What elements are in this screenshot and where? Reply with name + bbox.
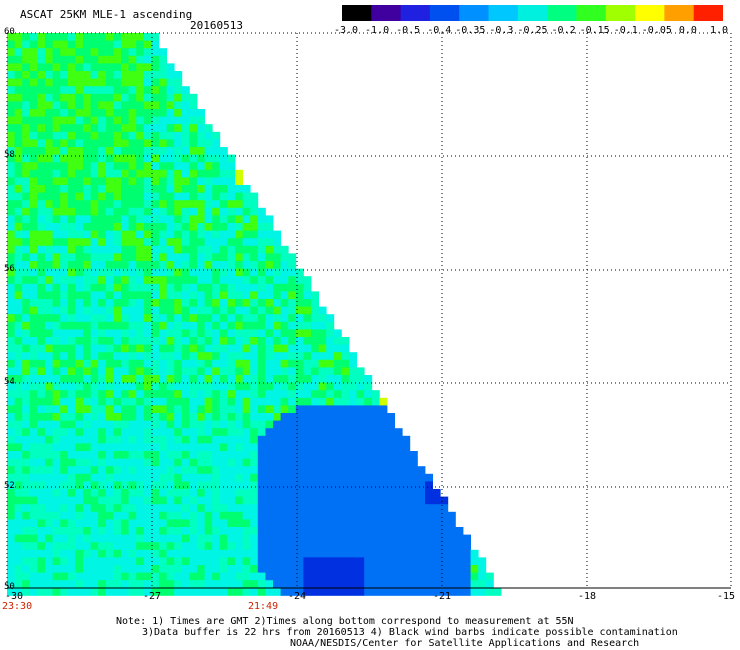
longitude-label: -27: [142, 591, 162, 602]
time-label-start: 23:30: [2, 601, 33, 612]
map-title: ASCAT 25KM MLE-1 ascending: [20, 8, 193, 21]
color-scale-label: -0.05: [641, 25, 672, 36]
color-scale-label: 1.0: [709, 25, 729, 36]
color-scale-label: -1.0: [365, 25, 390, 36]
wind-scatterometer-map: [6, 32, 732, 596]
latitude-label: 52: [4, 481, 15, 491]
color-scale-label: -0.5: [396, 25, 421, 36]
color-scale-label: -0.2: [551, 25, 576, 36]
color-scale-label: 0.0: [678, 25, 697, 36]
color-scale-swatch: [429, 5, 460, 21]
color-scale-label: -0.15: [579, 25, 610, 36]
note-line-3: NOAA/NESDIS/Center for Satellite Applica…: [290, 638, 640, 649]
latitude-label: 58: [4, 150, 15, 160]
color-scale-swatch: [371, 5, 402, 21]
color-scale-swatch: [635, 5, 665, 21]
longitude-label: -15: [716, 591, 736, 602]
latitude-label: 56: [4, 264, 15, 274]
color-scale-label: -0.25: [517, 25, 548, 36]
color-scale-label: -0.1: [613, 25, 638, 36]
time-label-mid: 21:49: [248, 601, 279, 612]
latitude-label: 60: [4, 27, 15, 37]
color-scale-bar: [342, 5, 723, 21]
longitude-label: -30: [4, 591, 24, 602]
color-scale-label: -0.4: [427, 25, 452, 36]
color-scale-label: -3.0: [333, 25, 359, 36]
color-scale-swatch: [459, 5, 490, 21]
lat-lon-grid: [6, 32, 732, 589]
color-scale-swatch: [488, 5, 519, 21]
color-scale-swatch: [342, 5, 372, 21]
color-scale-swatch: [693, 5, 723, 21]
color-scale-swatch: [547, 5, 577, 21]
latitude-label: 54: [4, 377, 15, 387]
mle-data-field: [7, 33, 502, 596]
map-date: 20160513: [190, 19, 243, 32]
color-scale-swatch: [576, 5, 607, 21]
note-line-2: 3)Data buffer is 22 hrs from 20160513 4)…: [142, 627, 678, 638]
color-scale-swatch: [400, 5, 431, 21]
color-scale-swatch: [605, 5, 636, 21]
longitude-label: -21: [432, 591, 452, 602]
note-line-1: Note: 1) Times are GMT 2)Times along bot…: [116, 616, 574, 627]
color-scale-swatch: [517, 5, 548, 21]
color-scale-swatch: [664, 5, 695, 21]
color-scale-label: -0.35: [455, 25, 486, 36]
color-scale-label: -0.3: [489, 25, 514, 36]
longitude-label: -24: [287, 591, 307, 602]
longitude-label: -18: [577, 591, 597, 602]
latitude-label: 50: [4, 582, 15, 592]
